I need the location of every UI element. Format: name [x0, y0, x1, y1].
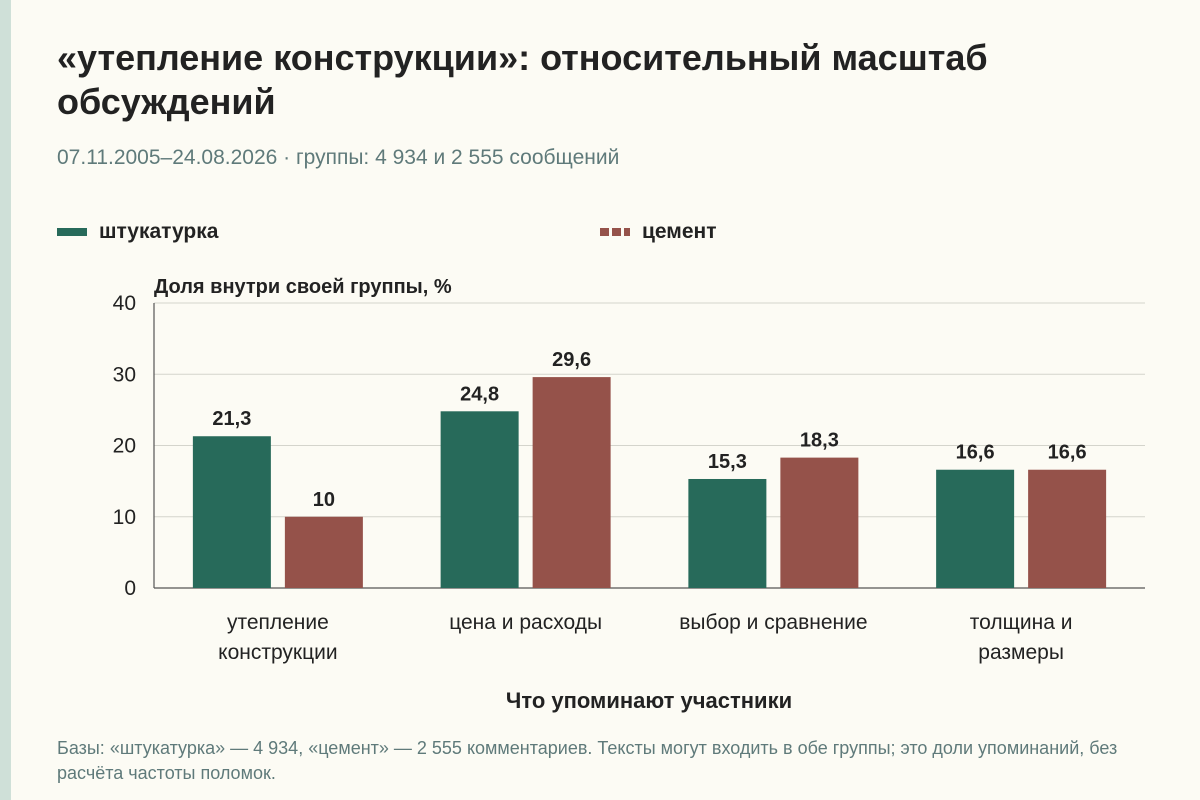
bar-plaster — [192, 436, 271, 588]
accent-strip — [0, 0, 11, 800]
data-label: 16,6 — [956, 442, 995, 464]
x-axis-label: Что упоминают участники — [506, 688, 792, 713]
legend-item-plaster: штукатурка — [57, 220, 218, 244]
legend-label-plaster: штукатурка — [99, 220, 219, 243]
chart-title: «утепление конструкции»: относительный м… — [57, 37, 988, 122]
chart-subtitle: 07.11.2005–24.08.2026 · группы: 4 934 и … — [57, 146, 620, 169]
y-tick-label: 40 — [113, 292, 136, 315]
y-axis-label: Доля внутри своей группы, % — [154, 276, 452, 298]
y-tick-label: 10 — [113, 506, 136, 529]
y-tick-label: 30 — [113, 363, 136, 386]
bar-cement — [532, 377, 611, 588]
y-tick-label: 0 — [124, 577, 136, 600]
legend-swatch-cement — [600, 228, 630, 236]
bar-plaster — [936, 469, 1015, 588]
y-tick-label: 20 — [113, 435, 136, 458]
data-label: 18,3 — [800, 430, 839, 452]
data-label: 24,8 — [460, 383, 499, 405]
bar-plaster — [688, 478, 767, 588]
bar-cement — [780, 457, 859, 588]
x-tick-label: цена и расходы — [449, 611, 602, 634]
legend-swatch-plaster — [57, 228, 87, 236]
data-label: 29,6 — [552, 349, 591, 371]
data-label: 16,6 — [1048, 442, 1087, 464]
data-label: 10 — [313, 489, 335, 511]
bar-plaster — [440, 411, 519, 588]
x-tick-label: размеры — [978, 641, 1064, 664]
x-tick-label: выбор и сравнение — [679, 611, 867, 634]
legend-item-cement: цемент — [600, 220, 717, 244]
x-tick-label: утепление — [227, 611, 329, 634]
data-label: 15,3 — [708, 451, 747, 473]
data-label: 21,3 — [212, 408, 251, 430]
x-tick-label: конструкции — [218, 641, 337, 664]
chart-caption: Базы: «штукатурка» — 4 934, «цемент» — 2… — [57, 738, 1118, 783]
x-tick-label: толщина и — [970, 611, 1073, 634]
bar-cement — [1028, 469, 1107, 588]
bar-cement — [284, 516, 363, 588]
legend-label-cement: цемент — [642, 220, 717, 243]
